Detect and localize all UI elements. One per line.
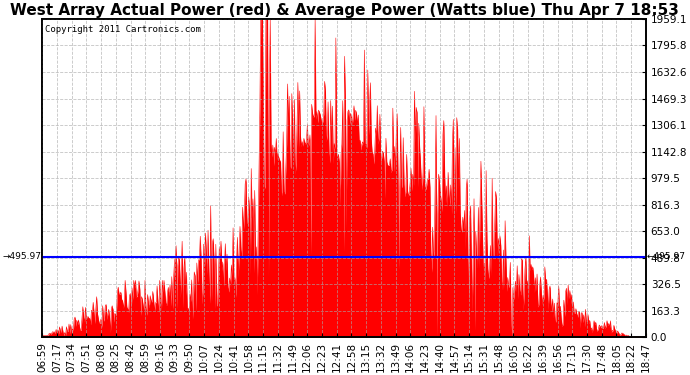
Text: ←495.97: ←495.97 [647, 252, 685, 261]
Text: Copyright 2011 Cartronics.com: Copyright 2011 Cartronics.com [46, 25, 201, 34]
Title: West Array Actual Power (red) & Average Power (Watts blue) Thu Apr 7 18:53: West Array Actual Power (red) & Average … [10, 3, 678, 18]
Text: →495.97: →495.97 [3, 252, 41, 261]
